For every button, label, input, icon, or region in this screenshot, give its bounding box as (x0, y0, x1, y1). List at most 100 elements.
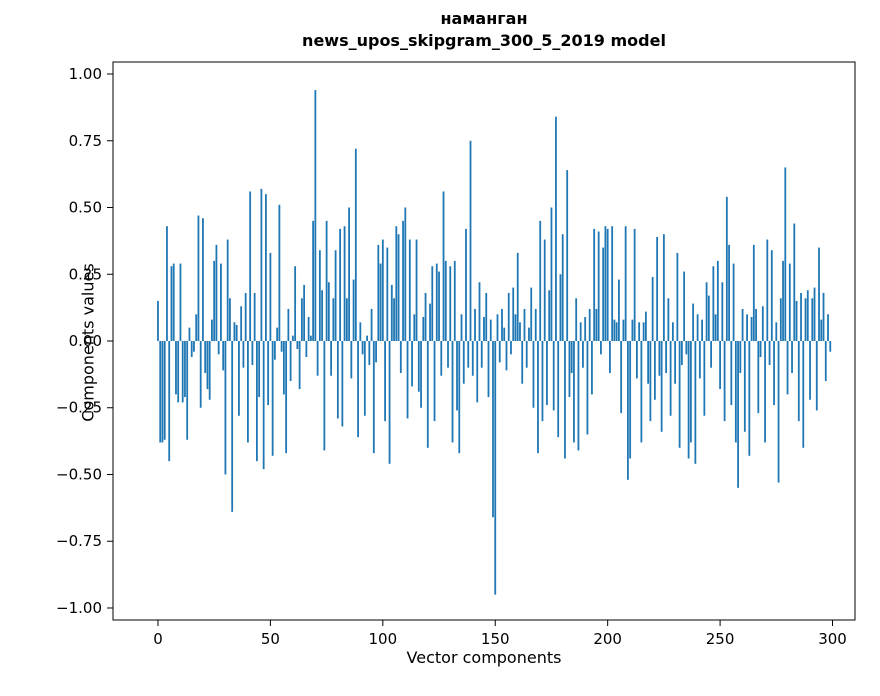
bar (404, 207, 407, 341)
bar (618, 279, 620, 341)
bar (276, 327, 279, 341)
bar (309, 335, 312, 341)
bar (336, 341, 339, 419)
bar (786, 341, 789, 395)
bar (570, 341, 573, 374)
bar (348, 207, 350, 341)
bar (184, 341, 186, 398)
bar (244, 292, 247, 341)
bar (247, 341, 249, 443)
bar (357, 341, 359, 438)
bar (649, 341, 652, 422)
bar (669, 341, 672, 416)
bar (806, 290, 809, 341)
bar (658, 341, 661, 376)
bar (759, 341, 762, 358)
bar (631, 319, 634, 341)
bar (458, 341, 461, 454)
chart-title: наманган news_upos_skipgram_300_5_2019 m… (113, 8, 855, 52)
bar (698, 341, 701, 379)
bar (415, 239, 418, 341)
bar (291, 335, 294, 341)
bar (289, 341, 292, 382)
bar (510, 341, 512, 355)
bar (271, 341, 274, 456)
bar (480, 341, 483, 368)
bar (559, 274, 562, 341)
bar (440, 341, 443, 376)
bar (256, 341, 258, 462)
bar (386, 247, 389, 341)
bar (465, 228, 467, 341)
bar (474, 308, 476, 341)
x-tick-label: 300 (818, 630, 847, 648)
bar (280, 341, 283, 352)
bar (642, 322, 645, 341)
bar (712, 266, 715, 341)
y-tick-label: 0.75 (69, 132, 102, 150)
bar (788, 263, 791, 341)
bar (764, 341, 766, 443)
bar (462, 341, 465, 384)
bar (782, 260, 784, 341)
bar (577, 341, 580, 451)
bar (665, 341, 668, 374)
bar (579, 322, 582, 341)
bar (334, 250, 337, 341)
bar (694, 341, 697, 464)
bar (795, 300, 798, 341)
bar (420, 341, 422, 408)
bar (422, 316, 425, 341)
bar (451, 341, 454, 443)
bar (822, 292, 825, 341)
bar (251, 341, 254, 366)
bar (683, 271, 686, 341)
bar (375, 341, 377, 363)
bar (770, 250, 773, 341)
bar (824, 341, 827, 382)
bar (588, 308, 591, 341)
bar (714, 314, 717, 341)
bar (791, 341, 793, 374)
bar (363, 341, 366, 416)
bar (449, 266, 452, 341)
bar (489, 319, 492, 341)
bar (429, 303, 431, 341)
bar (217, 341, 220, 355)
bar (226, 239, 229, 341)
bar (818, 247, 820, 341)
bar (447, 341, 449, 368)
bar (231, 341, 234, 512)
bar (350, 341, 353, 379)
bar (202, 218, 204, 341)
bar (222, 341, 225, 371)
bar (811, 298, 814, 341)
bar (296, 341, 299, 350)
bar (318, 250, 321, 341)
bar (238, 341, 240, 416)
bar (220, 263, 222, 341)
bar (273, 341, 276, 360)
bar (525, 341, 528, 368)
bar (521, 341, 524, 384)
bar (773, 341, 775, 406)
bar (249, 191, 252, 341)
bar (467, 341, 470, 368)
bar (229, 298, 231, 341)
bar (341, 341, 344, 427)
bar (388, 341, 391, 464)
x-axis-label: Vector components (406, 648, 562, 667)
bar (804, 298, 807, 341)
bar (539, 220, 542, 341)
bar (820, 319, 823, 341)
bar (501, 308, 503, 341)
bar (613, 319, 616, 341)
bar (496, 314, 499, 341)
bar (564, 341, 566, 459)
bar (705, 282, 708, 341)
bar (766, 239, 769, 341)
bar (469, 140, 472, 341)
bar (793, 223, 796, 341)
bar (573, 341, 575, 443)
